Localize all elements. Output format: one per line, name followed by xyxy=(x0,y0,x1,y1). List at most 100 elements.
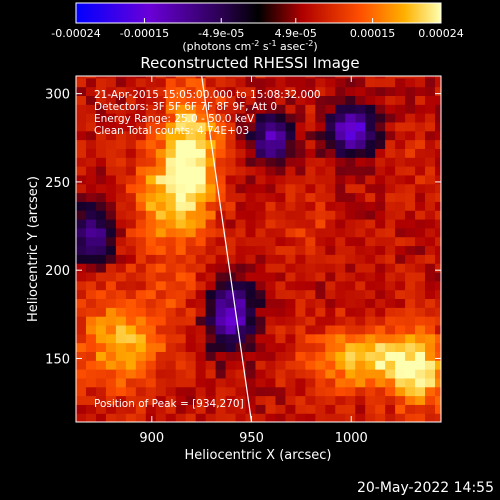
heatmap-cell xyxy=(305,333,316,344)
heatmap-cell xyxy=(205,166,217,176)
heatmap-cell xyxy=(405,192,416,202)
heatmap-cell xyxy=(135,298,147,308)
heatmap-cell xyxy=(185,263,197,273)
heatmap-cell xyxy=(365,395,376,405)
heatmap-cell xyxy=(365,76,376,79)
heatmap-cell xyxy=(395,174,406,185)
heatmap-cell xyxy=(365,307,376,317)
heatmap-cell xyxy=(245,254,257,264)
heatmap-cell xyxy=(355,254,366,264)
heatmap-cell xyxy=(185,227,197,238)
heatmap-cell xyxy=(165,174,177,185)
heatmap-cell xyxy=(135,369,147,379)
heatmap-cell xyxy=(185,386,197,397)
heatmap-cell xyxy=(275,254,287,264)
heatmap-cell xyxy=(355,236,366,247)
heatmap-cell xyxy=(305,192,316,202)
heatmap-cell xyxy=(305,404,316,414)
heatmap-cell xyxy=(185,298,197,308)
heatmap-cell xyxy=(105,130,117,141)
heatmap-cell xyxy=(285,351,296,361)
heatmap-cell xyxy=(195,413,207,422)
heatmap-cell xyxy=(125,307,137,317)
heatmap-cell xyxy=(285,254,296,264)
heatmap-cell xyxy=(285,333,296,344)
heatmap-cell xyxy=(335,210,346,220)
heatmap-cell xyxy=(305,157,316,167)
heatmap-cell xyxy=(205,174,217,185)
heatmap-cell xyxy=(185,289,197,300)
heatmap-cell xyxy=(325,316,336,326)
colorbar xyxy=(75,2,442,24)
heatmap-cell xyxy=(435,104,441,114)
heatmap-cell xyxy=(435,307,441,317)
heatmap-cell xyxy=(225,369,237,379)
heatmap-cell xyxy=(195,254,207,264)
heatmap-cell xyxy=(275,218,287,229)
heatmap-cell xyxy=(375,148,386,158)
heatmap-cell xyxy=(165,130,177,141)
heatmap-cell xyxy=(225,227,237,238)
heatmap-cell xyxy=(225,104,237,114)
heatmap-cell xyxy=(325,183,336,194)
heatmap-cell xyxy=(265,404,277,414)
heatmap-cell xyxy=(265,95,277,105)
heatmap-cell xyxy=(95,174,107,185)
heatmap-cell xyxy=(275,333,287,344)
heatmap-cell xyxy=(235,386,247,397)
heatmap-cell xyxy=(105,395,117,405)
heatmap-cell xyxy=(145,280,157,291)
heatmap-cell xyxy=(95,121,107,132)
heatmap-cell xyxy=(76,95,87,105)
heatmap-cell xyxy=(345,210,356,220)
heatmap-cell xyxy=(265,280,277,291)
heatmap-cell xyxy=(76,404,87,414)
heatmap-cell xyxy=(315,77,326,88)
heatmap-cell xyxy=(245,139,257,149)
heatmap-cell xyxy=(345,77,356,88)
heatmap-cell xyxy=(255,298,267,308)
heatmap-cell xyxy=(355,104,366,114)
heatmap-cell xyxy=(335,166,346,176)
heatmap-cell xyxy=(425,333,436,344)
heatmap-cell xyxy=(325,218,336,229)
heatmap-cell xyxy=(215,192,227,202)
heatmap-cell xyxy=(205,236,217,247)
heatmap-cell xyxy=(295,333,306,344)
heatmap-cell xyxy=(145,351,157,361)
heatmap-cell xyxy=(115,121,127,132)
heatmap-cell xyxy=(375,166,386,176)
heatmap-cell xyxy=(155,386,167,397)
heatmap-cell xyxy=(305,271,316,282)
heatmap-cell xyxy=(435,130,441,141)
heatmap-cell xyxy=(195,351,207,361)
heatmap-cell xyxy=(435,369,441,379)
heatmap-cell xyxy=(415,236,426,247)
solar-limb-line xyxy=(201,76,253,422)
heatmap-cell xyxy=(225,157,237,167)
heatmap-cell xyxy=(275,298,287,308)
heatmap-cell xyxy=(145,263,157,273)
heatmap-cell xyxy=(295,113,306,123)
heatmap-cell xyxy=(335,289,346,300)
heatmap-cell xyxy=(295,139,306,149)
heatmap-cell xyxy=(85,324,97,335)
heatmap-cell xyxy=(275,227,287,238)
heatmap-cell xyxy=(325,395,336,405)
heatmap-cell xyxy=(115,324,127,335)
heatmap-cell xyxy=(335,139,346,149)
heatmap-cell xyxy=(395,218,406,229)
heatmap-cell xyxy=(185,192,197,202)
heatmap-cell xyxy=(415,404,426,414)
heatmap-cell xyxy=(345,157,356,167)
heatmap-cell xyxy=(265,76,277,79)
heatmap-cell xyxy=(115,342,127,352)
heatmap-cell xyxy=(275,183,287,194)
heatmap-cell xyxy=(225,333,237,344)
heatmap-cell xyxy=(365,298,376,308)
heatmap-cell xyxy=(175,95,187,105)
heatmap-cell xyxy=(255,201,267,211)
heatmap-cell xyxy=(225,113,237,123)
heatmap-cell xyxy=(425,245,436,255)
heatmap-cell xyxy=(135,280,147,291)
